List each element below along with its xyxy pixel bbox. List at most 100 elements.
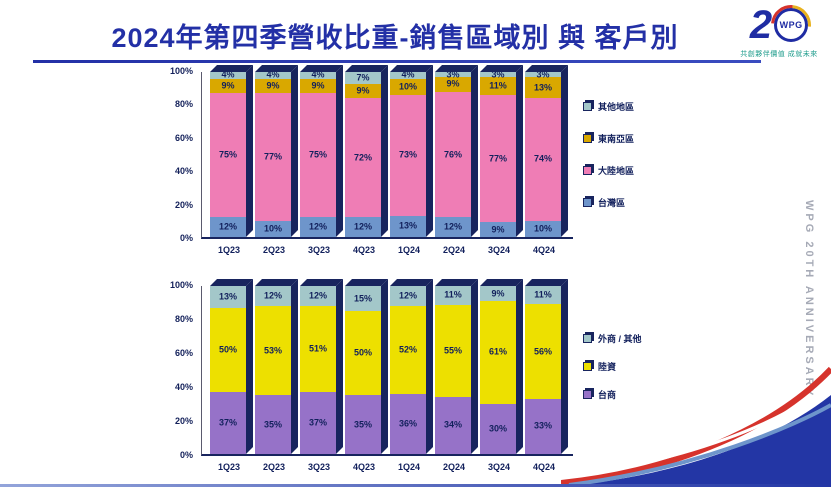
- segment-台商: 30%: [480, 403, 516, 454]
- x-tick-label: 3Q23: [307, 245, 331, 255]
- segment-value-label: 53%: [263, 345, 282, 356]
- segment-陸資: 53%: [255, 306, 291, 396]
- segment-台商: 37%: [210, 391, 246, 454]
- segment-value-label: 12%: [308, 221, 327, 232]
- segment-value-label: 3%: [491, 69, 505, 79]
- segment-陸資: 56%: [525, 304, 561, 399]
- legend-swatch: [583, 166, 592, 175]
- segment-value-label: 73%: [398, 149, 417, 160]
- bar-3d-top-face: [480, 279, 523, 286]
- legend-label: 台灣區: [598, 198, 626, 208]
- legend-swatch: [583, 134, 592, 143]
- wpg-20th-anniversary-logo: 2 WPG 共創夥伴價值 成就未來: [733, 5, 825, 59]
- legend: 外商 / 其他 陸資台商: [583, 332, 642, 401]
- segment-value-label: 51%: [308, 343, 327, 354]
- segment-外商 / 其他: 12%: [300, 286, 336, 307]
- segment-大陸地區: 77%: [255, 93, 291, 221]
- segment-大陸地區: 77%: [480, 95, 516, 223]
- x-tick-label: 1Q23: [217, 245, 241, 255]
- bar-3d-side-face: [381, 279, 388, 454]
- bar-3d-top-face: [255, 65, 298, 72]
- legend-label: 大陸地區: [598, 166, 635, 176]
- x-tick-label: 3Q23: [307, 462, 331, 472]
- stacked-bar-4Q24: 10% 74% 13% 3%: [525, 65, 568, 237]
- segment-東南亞區: 9%: [255, 78, 291, 94]
- legend-label: 陸資: [598, 362, 617, 372]
- bar-3d-side-face: [426, 65, 433, 237]
- segment-台商: 34%: [435, 396, 471, 454]
- bar-3d-top-face: [210, 65, 253, 72]
- segment-value-label: 10%: [263, 223, 282, 234]
- segment-台灣區: 10%: [255, 220, 291, 237]
- segment-value-label: 12%: [308, 290, 327, 301]
- segment-value-label: 4%: [266, 69, 280, 80]
- segment-value-label: 76%: [443, 149, 462, 159]
- segment-value-label: 12%: [263, 290, 282, 301]
- segment-value-label: 4%: [401, 69, 415, 80]
- bar-3d-side-face: [471, 279, 478, 454]
- y-axis: 0% 20% 40% 60% 80% 100%: [155, 67, 197, 243]
- legend-item: 其他地區: [583, 100, 634, 113]
- y-tick-label: 0%: [179, 233, 193, 243]
- segment-value-label: 37%: [218, 417, 237, 428]
- segment-value-label: 10%: [533, 223, 552, 234]
- segment-外商 / 其他: 9%: [480, 286, 516, 302]
- plot-area: 37% 50% 13% 35% 53% 12% 37% 51% 12% 35% 50% 15% 36% 5…: [201, 279, 573, 456]
- stacked-bar-1Q23: 37% 50% 13%: [210, 279, 253, 454]
- segment-value-label: 15%: [353, 293, 372, 304]
- legend-label: 外商 / 其他: [598, 334, 642, 344]
- bar-3d-top-face: [345, 279, 388, 286]
- y-axis: 0% 20% 40% 60% 80% 100%: [155, 281, 197, 460]
- legend-swatch: [583, 390, 592, 399]
- decorative-swoosh: [561, 366, 831, 487]
- segment-台商: 35%: [255, 395, 291, 454]
- y-tick-label: 60%: [174, 348, 193, 358]
- segment-value-label: 36%: [398, 418, 417, 429]
- segment-value-label: 13%: [398, 220, 417, 231]
- bar-3d-top-face: [345, 65, 388, 72]
- segment-value-label: 35%: [353, 419, 372, 430]
- segment-陸資: 50%: [210, 307, 246, 392]
- segment-外商 / 其他: 11%: [525, 286, 561, 305]
- x-tick-label: 4Q23: [352, 462, 376, 472]
- segment-value-label: 9%: [491, 224, 505, 235]
- logo-mark: 2 WPG: [733, 5, 825, 45]
- plot-area: 12% 75% 9% 4% 10% 77% 9% 4% 12% 75% 9% 4% 12% 72% 9% 7%…: [201, 65, 573, 239]
- y-tick-label: 20%: [174, 199, 193, 210]
- legend-item: 台灣區: [583, 196, 634, 209]
- slide-title: 2024年第四季營收比重-銷售區域別 與 客戶別: [111, 23, 679, 53]
- segment-台商: 36%: [390, 393, 426, 454]
- segment-外商 / 其他: 12%: [390, 286, 426, 307]
- segment-大陸地區: 72%: [345, 98, 381, 218]
- segment-value-label: 9%: [356, 85, 370, 96]
- segment-value-label: 55%: [443, 345, 462, 356]
- x-tick-label: 4Q24: [532, 245, 556, 255]
- logo-slogan: 共創夥伴價值 成就未來: [740, 51, 818, 58]
- x-tick-label: 3Q24: [487, 462, 511, 472]
- stacked-bar-2Q23: 10% 77% 9% 4%: [255, 65, 298, 237]
- segment-陸資: 50%: [345, 311, 381, 396]
- segment-value-label: 34%: [443, 419, 462, 430]
- segment-value-label: 13%: [533, 82, 552, 93]
- x-tick-label: 2Q24: [442, 245, 466, 255]
- segment-value-label: 33%: [533, 420, 552, 431]
- bar-3d-side-face: [336, 279, 343, 454]
- segment-東南亞區: 9%: [345, 83, 381, 99]
- x-tick-label: 3Q24: [487, 245, 511, 255]
- segment-東南亞區: 9%: [435, 76, 471, 92]
- logo-wpg-circle: WPG: [774, 8, 809, 42]
- segment-value-label: 4%: [221, 69, 235, 80]
- segment-外商 / 其他: 13%: [210, 286, 246, 308]
- legend-item: 台商: [583, 388, 642, 401]
- x-tick-label: 2Q23: [262, 462, 286, 472]
- y-tick-label: 20%: [174, 416, 193, 426]
- segment-value-label: 12%: [353, 221, 372, 232]
- segment-value-label: 56%: [533, 346, 552, 357]
- segment-台灣區: 10%: [525, 220, 561, 237]
- stacked-bar-2Q23: 35% 53% 12%: [255, 279, 298, 454]
- stacked-bar-3Q24: 30% 61% 9%: [480, 279, 523, 454]
- segment-東南亞區: 10%: [390, 78, 426, 96]
- bar-3d-top-face: [390, 65, 433, 72]
- y-tick-label: 100%: [169, 66, 193, 76]
- bar-3d-side-face: [381, 65, 388, 237]
